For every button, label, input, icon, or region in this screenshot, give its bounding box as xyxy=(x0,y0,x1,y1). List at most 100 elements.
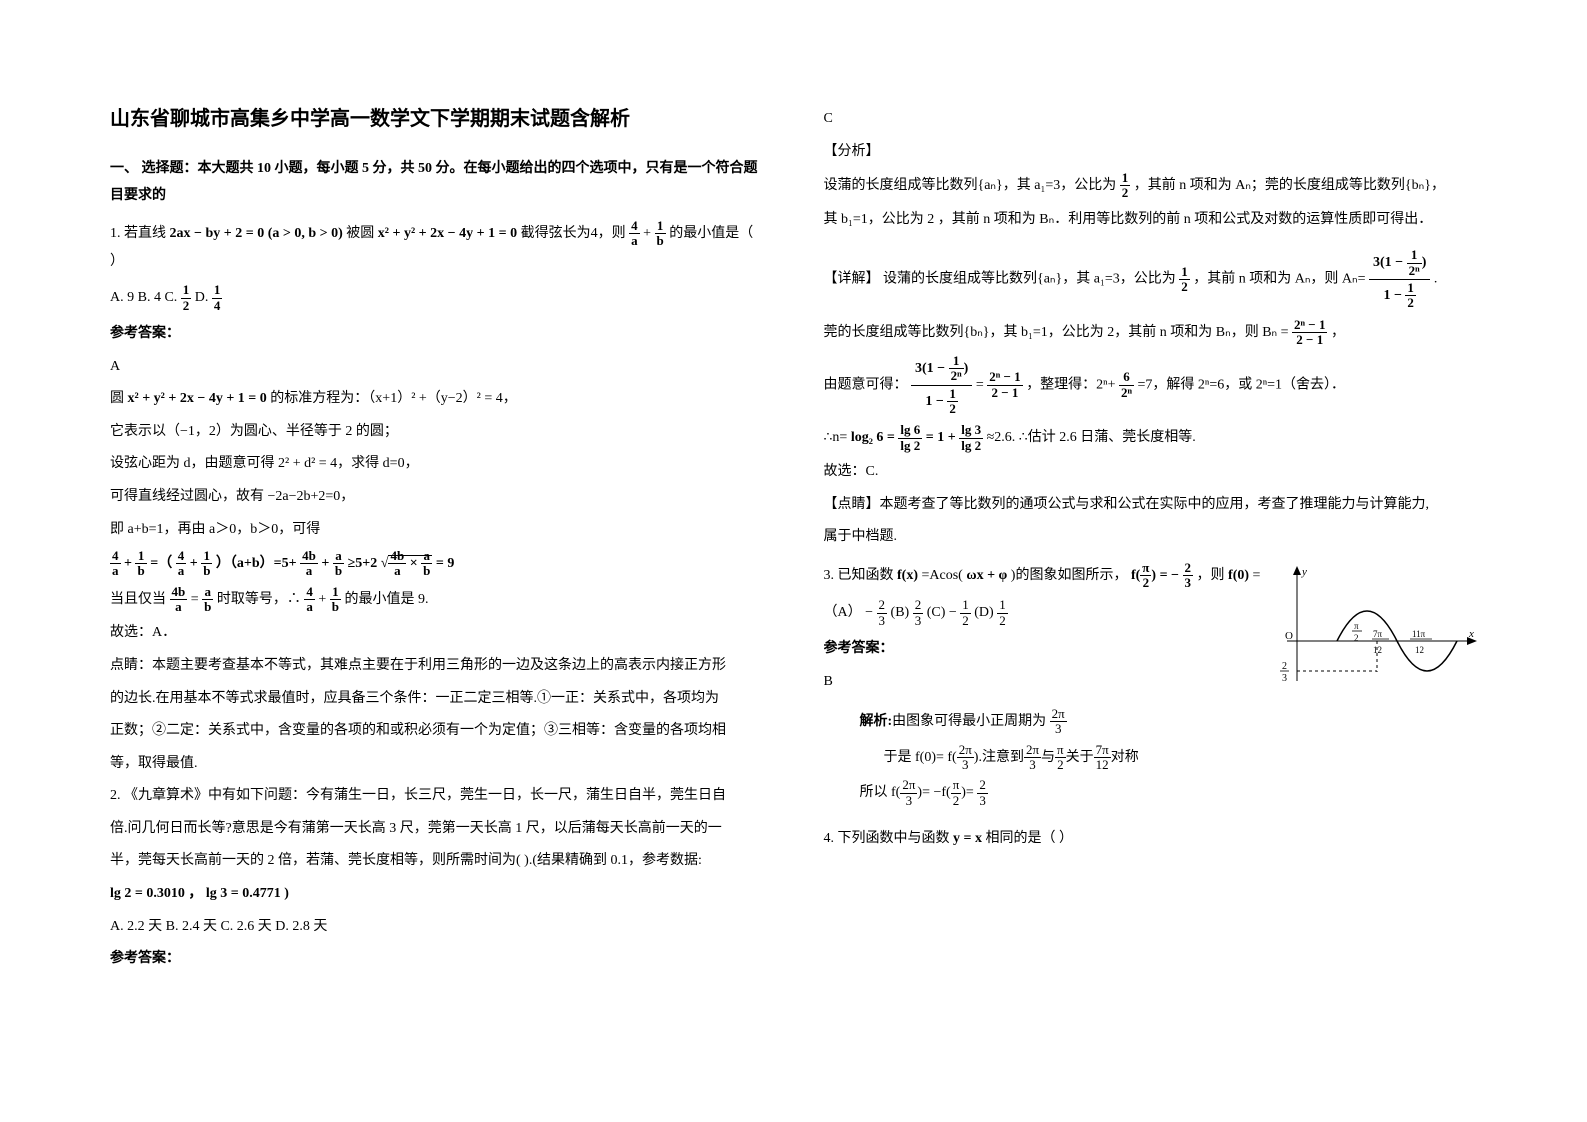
q2-tip1: 本题考查了等比数列的通项公式与求和公式在实际中的应用，考查了推理能力与计算能力, xyxy=(880,497,1430,512)
frac4a-3: 4a xyxy=(304,585,315,615)
q2-tip: 【点睛】本题考查了等比数列的通项公式与求和公式在实际中的应用，考查了推理能力与计… xyxy=(824,492,1478,519)
frac62n: 62ⁿ xyxy=(1119,370,1134,400)
q1-answer: A xyxy=(110,354,764,381)
q1-sol7: 当且仅当 4ba = ab 时取等号，∴ 4a + 1b 的最小值是 9. xyxy=(110,585,764,615)
q3-sol3-mid: )= −f( xyxy=(917,785,950,800)
q2-an1-post: ，其前 n 项和为 Aₙ；莞的长度组成等比数列{bₙ}， xyxy=(1134,178,1445,193)
q3-opts-b: (B) xyxy=(891,605,913,620)
detail-label: 【详解】 xyxy=(824,272,880,287)
frac4ba-3: 4ba xyxy=(170,585,188,615)
fracpi2-c: π2 xyxy=(951,778,962,808)
q2-line3: 半，莞每天长高前一天的 2 倍，若蒲、莞长度相等，则所需时间为( ).(结果精确… xyxy=(110,848,764,875)
q1-sol1-pre: 圆 xyxy=(110,391,128,406)
q2-d1-mid: ，其前 n 项和为 Aₙ，则 Aₙ= xyxy=(1193,272,1369,287)
q1-options: A. 9 B. 4 C. 12 D. 14 xyxy=(110,283,764,313)
q3-opt-d: 12 xyxy=(997,598,1008,628)
q2-d4-pre: ∴n= xyxy=(824,430,851,445)
q2-d3: 由题意可得： 3(1 − 12ⁿ) 1 − 12 = 2ⁿ − 12 − 1 ，… xyxy=(824,353,1478,417)
q3-graph: O y x 7π 12 11π 12 2 3 π 2 xyxy=(1277,561,1477,691)
x-axis-label: x xyxy=(1468,628,1474,640)
q1-sol3: 设弦心距为 d，由题意可得 2² + d² = 4，求得 d=0， xyxy=(110,451,764,478)
y-axis-label: y xyxy=(1301,566,1307,578)
q3-sol1-pre: 由图象可得最小正周期为 xyxy=(892,714,1050,729)
q2-d3-post: =7，解得 2ⁿ=6，或 2ⁿ=1（舍去）． xyxy=(1138,377,1346,392)
fracab-3: ab xyxy=(202,585,213,615)
pi2-label: π xyxy=(1354,621,1359,631)
fraclg6lg2: lg 6lg 2 xyxy=(898,423,922,453)
q3-sol3-mid2: )= xyxy=(961,785,977,800)
q1-sol6: 4a + 1b =（ 4a + 1b ）（a+b）=5+ 4ba + ab ≥5… xyxy=(110,549,764,579)
Bn-expr: 2ⁿ − 12 − 1 xyxy=(1292,318,1327,348)
svg-text:2: 2 xyxy=(1354,633,1359,643)
q1-sol7-pre: 当且仅当 xyxy=(110,592,170,607)
q3-sol2-pre: 于是 f(0)= f( xyxy=(884,750,957,765)
y-tick-label: 2 xyxy=(1282,661,1287,672)
right-column: C 【分析】 设蒲的长度组成等比数列{aₙ}，其 a₁=3，公比为 12 ，其前… xyxy=(794,100,1508,1082)
frac4a-2: 4a xyxy=(176,549,187,579)
log26: log₂ 6 = xyxy=(851,430,899,445)
section-head: 一、 选择题：本大题共 10 小题，每小题 5 分，共 50 分。在每小题给出的… xyxy=(110,156,764,209)
q1-sol1: 圆 x² + y² + 2x − 4y + 1 = 0 的标准方程为：（x+1）… xyxy=(110,386,764,413)
An-expr-2: 3(1 − 12ⁿ) 1 − 12 xyxy=(911,353,972,417)
q1-opt-c: 12 xyxy=(181,283,192,313)
q2-options: A. 2.2 天 B. 2.4 天 C. 2.6 天 D. 2.8 天 xyxy=(110,914,764,941)
graph-svg: O y x 7π 12 11π 12 2 3 π 2 xyxy=(1277,561,1477,691)
frac4ba-2: 4ba xyxy=(388,549,406,579)
q4-pre: 4. 下列函数中与函数 xyxy=(824,831,954,846)
frac12-a: 12 xyxy=(1120,171,1131,201)
q2-an1-pre: 设蒲的长度组成等比数列{aₙ}，其 a₁=3，公比为 xyxy=(824,178,1120,193)
q3-mid4: = xyxy=(1249,568,1260,583)
q3-mid2: )的图象如图所示， xyxy=(1007,568,1131,583)
q1-tip2: 的边长.在用基本不等式求最值时，应具备三个条件：一正二定三相等.①一正：关系式中… xyxy=(110,686,764,713)
q1-sol6-mid2: ）（a+b）=5+ xyxy=(216,556,300,571)
q2-answer: C xyxy=(824,106,1478,133)
svg-text:12: 12 xyxy=(1373,645,1382,655)
frac4ba: 4ba xyxy=(300,549,318,579)
q2-d4-post: ≈2.6. ∴估计 2.6 日蒲、莞长度相等. xyxy=(987,430,1196,445)
answer-label-2: 参考答案： xyxy=(110,946,764,973)
q3-opt-a: 23 xyxy=(877,598,888,628)
q1-frac-1b: 1b xyxy=(655,219,666,249)
q2-d1: 【详解】 设蒲的长度组成等比数列{aₙ}，其 a₁=3，公比为 12 ，其前 n… xyxy=(824,247,1478,311)
q3-f0: f(0) xyxy=(1228,568,1249,583)
q1-sol4: 可得直线经过圆心，故有 −2a−2b+2=0， xyxy=(110,484,764,511)
q1-frac-4a: 4a xyxy=(629,219,640,249)
q1-mid2: 截得弦长为4，则 xyxy=(517,226,629,241)
q2-an2: 其 b₁=1，公比为 2 ，其前 n 项和为 Bₙ．利用等比数列的前 n 项和公… xyxy=(824,207,1478,234)
q1-tip1: 点睛：本题主要考查基本不等式，其难点主要在于利用三角形的一边及这条边上的高表示内… xyxy=(110,653,764,680)
q1-stem: 1. 若直线 2ax − by + 2 = 0 (a > 0, b > 0) 被… xyxy=(110,219,764,275)
frac12-b: 12 xyxy=(1179,265,1190,295)
q3-sol1: 解析:由图象可得最小正周期为 2π3 xyxy=(824,707,1478,737)
q1-pre: 1. 若直线 xyxy=(110,226,170,241)
q3-sol3: 所以 f(2π3)= −f(π2)= 23 xyxy=(824,778,1478,808)
q2-d2-pre: 莞的长度组成等比数列{bₙ}，其 b₁=1，公比为 2，其前 n 项和为 Bₙ，… xyxy=(824,325,1281,340)
svg-text:12: 12 xyxy=(1415,645,1424,655)
q2-data: lg 2 = 0.3010 ， lg 3 = 0.4771 ) xyxy=(110,881,764,908)
page-title: 山东省聊城市高集乡中学高一数学文下学期期末试题含解析 xyxy=(110,100,764,138)
q3-sol2-mid2: 与 xyxy=(1041,750,1055,765)
q3-fx: f(x) xyxy=(897,568,918,583)
frac1b-2: 1b xyxy=(201,549,212,579)
q3-sol2-mid: ).注意到 xyxy=(974,750,1024,765)
q2-d4: ∴n= log₂ 6 = lg 6lg 2 = 1 + lg 3lg 2 ≈2.… xyxy=(824,423,1478,453)
q3-stem: O y x 7π 12 11π 12 2 3 π 2 3. 已知函数 f(x) … xyxy=(824,561,1478,701)
q3-sol2-mid3: 关于 xyxy=(1066,750,1094,765)
q2-an1: 设蒲的长度组成等比数列{aₙ}，其 a₁=3，公比为 12 ，其前 n 项和为 … xyxy=(824,171,1478,201)
q1-options-mid: D. xyxy=(195,290,212,305)
q3-pre: 3. 已知函数 xyxy=(824,568,898,583)
q2-d3-mid: ，整理得：2ⁿ+ xyxy=(1026,377,1119,392)
x1-label: 7π xyxy=(1373,629,1383,639)
fracpi2-b: π2 xyxy=(1055,743,1066,773)
sol-label: 解析: xyxy=(860,714,893,729)
q1-sol6-mid3: ≥5+2 xyxy=(348,556,378,571)
q1-options-pre: A. 9 B. 4 C. xyxy=(110,290,181,305)
fraclg3lg2: lg 3lg 2 xyxy=(959,423,983,453)
q2-tip2: 属于中档题. xyxy=(824,524,1478,551)
q4-post: 相同的是（ ） xyxy=(982,831,1073,846)
q1-sol7-post: 的最小值是 9. xyxy=(345,592,429,607)
q4-fn: y = x xyxy=(953,831,982,846)
analysis-label: 【分析】 xyxy=(824,139,1478,166)
q1-sol2: 它表示以（−1，2）为圆心、半径等于 2 的圆； xyxy=(110,419,764,446)
q4-stem: 4. 下列函数中与函数 y = x 相同的是（ ） xyxy=(824,826,1478,853)
frac1b-3: 1b xyxy=(330,585,341,615)
